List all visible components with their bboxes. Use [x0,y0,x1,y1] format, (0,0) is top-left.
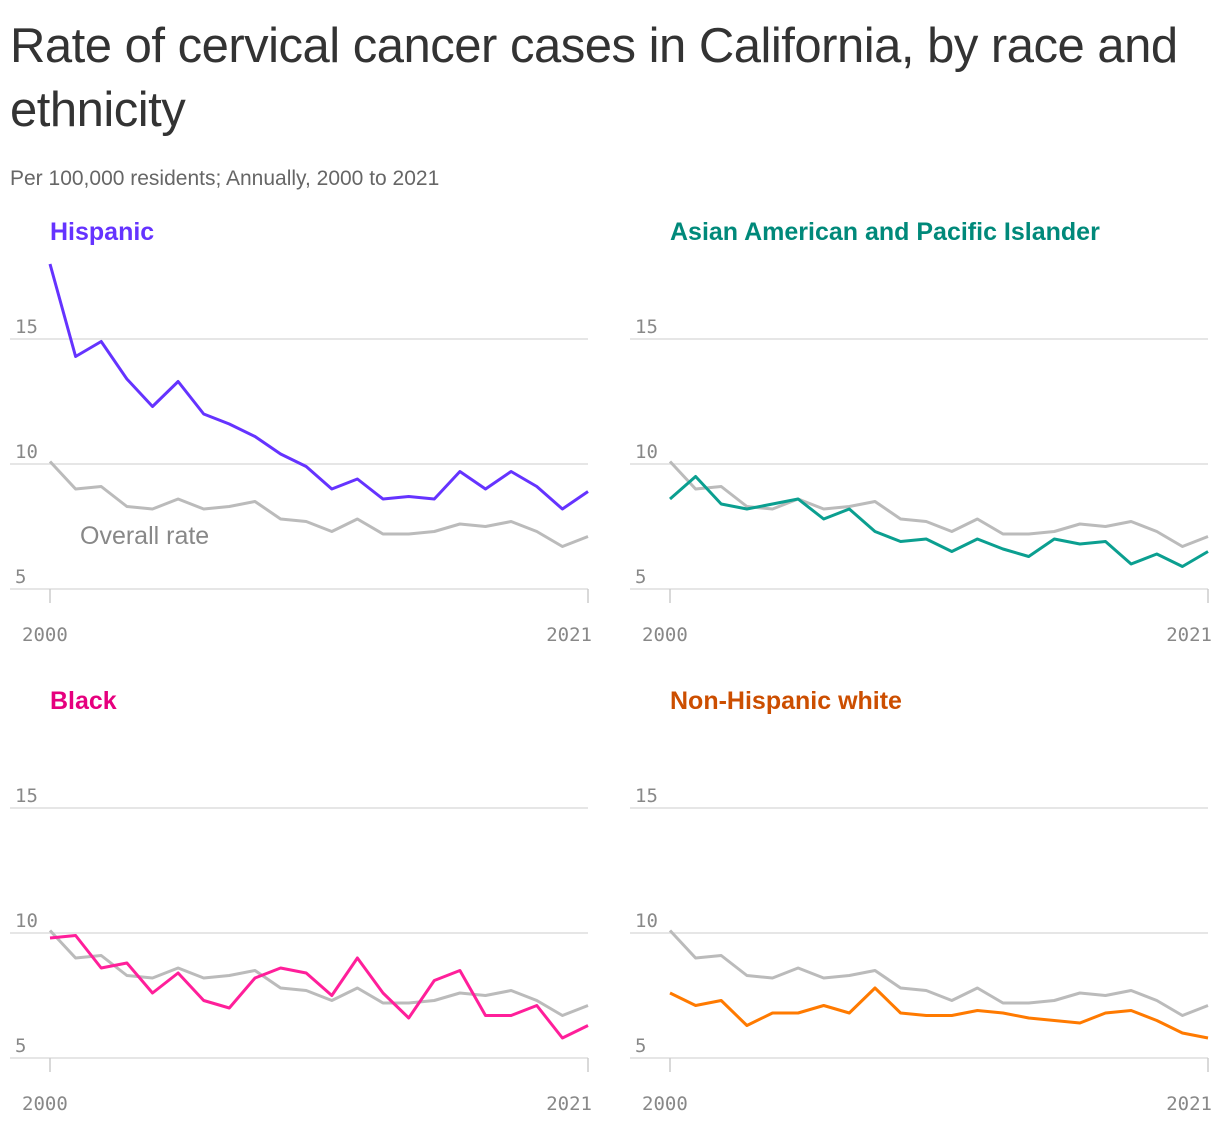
y-tick-label: 5 [15,1035,26,1057]
x-tick-label: 2021 [546,1093,592,1115]
panel-title: Hispanic [50,218,154,246]
overall-rate-label: Overall rate [80,522,209,550]
y-tick-label: 10 [635,441,658,463]
panel-title: Asian American and Pacific Islander [670,218,1100,246]
y-tick-label: 15 [635,785,658,807]
y-tick-label: 10 [15,441,38,463]
x-tick-label: 2000 [642,624,688,646]
panel-black: Black 5 10 15 2000 2021 [10,687,592,1115]
y-tick-label: 10 [15,910,38,932]
overall-rate-line [48,929,589,1017]
overall-rate-line [48,460,589,548]
panel-title: Black [50,687,117,715]
panel-hispanic: Hispanic 5 10 15 2000 2021 Overall rate [10,218,592,646]
series-line [48,263,589,511]
x-tick-label: 2000 [22,1093,68,1115]
panel-title: Non-Hispanic white [670,687,902,715]
x-tick-label: 2000 [642,1093,688,1115]
y-tick-label: 5 [15,566,26,588]
y-tick-label: 15 [635,316,658,338]
y-tick-label: 5 [635,566,646,588]
y-tick-label: 15 [15,785,38,807]
series-line [49,934,589,1040]
overall-rate-line [668,460,1209,548]
chart-subtitle: Per 100,000 residents; Annually, 2000 to… [10,167,440,190]
x-tick-label: 2021 [1166,1093,1212,1115]
panel-asian-american-and-pacific-islander: Asian American and Pacific Islander 5 10 15… [630,218,1212,646]
x-tick-label: 2021 [1166,624,1212,646]
y-tick-label: 10 [635,910,658,932]
x-tick-label: 2000 [22,624,68,646]
chart-title: Rate of cervical cancer cases in Califor… [10,19,1178,137]
series-line [669,986,1209,1040]
y-tick-label: 15 [15,316,38,338]
overall-rate-line [668,929,1209,1017]
x-tick-label: 2021 [546,624,592,646]
y-tick-label: 5 [635,1035,646,1057]
series-line [669,475,1209,568]
panel-non-hispanic-white: Non-Hispanic white 5 10 15 2000 2021 [630,687,1212,1115]
